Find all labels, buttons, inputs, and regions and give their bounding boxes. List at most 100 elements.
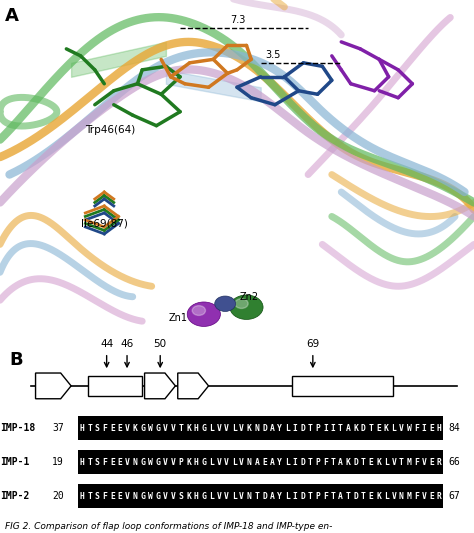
- Text: G: G: [201, 424, 206, 433]
- Text: T: T: [346, 492, 351, 500]
- Text: D: D: [353, 458, 358, 467]
- Circle shape: [230, 295, 263, 319]
- Text: N: N: [133, 492, 137, 500]
- Text: E: E: [118, 492, 122, 500]
- Text: D: D: [361, 424, 366, 433]
- Text: S: S: [95, 424, 100, 433]
- Text: V: V: [171, 424, 176, 433]
- Text: E: E: [368, 458, 374, 467]
- Text: 69: 69: [306, 339, 319, 349]
- Text: V: V: [217, 492, 221, 500]
- Text: D: D: [300, 492, 305, 500]
- Text: L: L: [285, 424, 290, 433]
- Text: L: L: [209, 458, 214, 467]
- Text: I: I: [292, 458, 297, 467]
- Text: V: V: [125, 458, 130, 467]
- Text: D: D: [262, 424, 267, 433]
- Text: A: A: [338, 458, 343, 467]
- Text: Zn2: Zn2: [239, 292, 258, 302]
- Circle shape: [192, 305, 205, 316]
- Text: H: H: [194, 458, 199, 467]
- Text: V: V: [125, 424, 130, 433]
- Text: V: V: [239, 492, 244, 500]
- Text: K: K: [186, 458, 191, 467]
- Text: A: A: [270, 458, 274, 467]
- Text: IMP-1: IMP-1: [0, 457, 29, 467]
- Text: T: T: [330, 458, 336, 467]
- Text: A: A: [5, 7, 18, 25]
- Text: L: L: [232, 458, 237, 467]
- Text: M: M: [407, 492, 411, 500]
- Text: P: P: [315, 492, 320, 500]
- Text: V: V: [224, 492, 229, 500]
- Text: V: V: [392, 458, 396, 467]
- Text: N: N: [133, 458, 137, 467]
- Bar: [292, 376, 393, 396]
- Text: V: V: [171, 492, 176, 500]
- Text: H: H: [80, 424, 84, 433]
- Text: L: L: [392, 424, 396, 433]
- Text: K: K: [376, 458, 381, 467]
- Text: H: H: [80, 492, 84, 500]
- Text: N: N: [399, 492, 404, 500]
- Text: T: T: [308, 458, 312, 467]
- Text: T: T: [368, 424, 374, 433]
- Text: G: G: [140, 424, 145, 433]
- Text: K: K: [186, 424, 191, 433]
- Text: V: V: [239, 424, 244, 433]
- Text: S: S: [95, 492, 100, 500]
- Text: F: F: [323, 458, 328, 467]
- Text: G: G: [201, 458, 206, 467]
- Text: L: L: [209, 424, 214, 433]
- Text: T: T: [87, 458, 92, 467]
- Text: H: H: [194, 492, 199, 500]
- Text: L: L: [232, 492, 237, 500]
- Text: W: W: [148, 424, 153, 433]
- Text: L: L: [384, 492, 389, 500]
- Text: K: K: [346, 458, 351, 467]
- Text: V: V: [392, 492, 396, 500]
- Polygon shape: [36, 373, 71, 399]
- Text: D: D: [353, 492, 358, 500]
- Text: IMP-18: IMP-18: [0, 423, 35, 433]
- Text: T: T: [330, 492, 336, 500]
- Bar: [88, 376, 142, 396]
- Text: I: I: [422, 424, 427, 433]
- Text: K: K: [186, 492, 191, 500]
- Text: E: E: [110, 424, 115, 433]
- Text: V: V: [422, 492, 427, 500]
- Text: T: T: [338, 424, 343, 433]
- Text: F: F: [102, 458, 107, 467]
- Text: F: F: [414, 458, 419, 467]
- Text: FIG 2. Comparison of flap loop conformations of IMP-18 and IMP-type en-: FIG 2. Comparison of flap loop conformat…: [5, 522, 332, 531]
- Text: F: F: [102, 424, 107, 433]
- Text: L: L: [232, 424, 237, 433]
- Text: V: V: [217, 458, 221, 467]
- Text: Y: Y: [277, 458, 282, 467]
- Text: I: I: [323, 424, 328, 433]
- Text: 50: 50: [154, 339, 167, 349]
- Text: I: I: [292, 492, 297, 500]
- Text: N: N: [255, 424, 259, 433]
- Text: E: E: [262, 458, 267, 467]
- Text: P: P: [315, 458, 320, 467]
- Text: F: F: [102, 492, 107, 500]
- Bar: [78, 416, 443, 440]
- Text: T: T: [87, 492, 92, 500]
- Text: T: T: [178, 424, 183, 433]
- Text: V: V: [239, 458, 244, 467]
- Text: 19: 19: [52, 457, 64, 467]
- Text: L: L: [285, 492, 290, 500]
- Text: G: G: [155, 458, 161, 467]
- Text: Ile69(87): Ile69(87): [81, 219, 128, 229]
- Text: 84: 84: [448, 423, 460, 433]
- Text: T: T: [361, 458, 366, 467]
- Text: A: A: [270, 424, 274, 433]
- Bar: [78, 450, 443, 474]
- Text: V: V: [163, 458, 168, 467]
- Text: E: E: [110, 458, 115, 467]
- Text: IMP-2: IMP-2: [0, 491, 29, 501]
- Text: Trp46(64): Trp46(64): [85, 125, 136, 135]
- Bar: [78, 484, 443, 508]
- Text: 44: 44: [100, 339, 113, 349]
